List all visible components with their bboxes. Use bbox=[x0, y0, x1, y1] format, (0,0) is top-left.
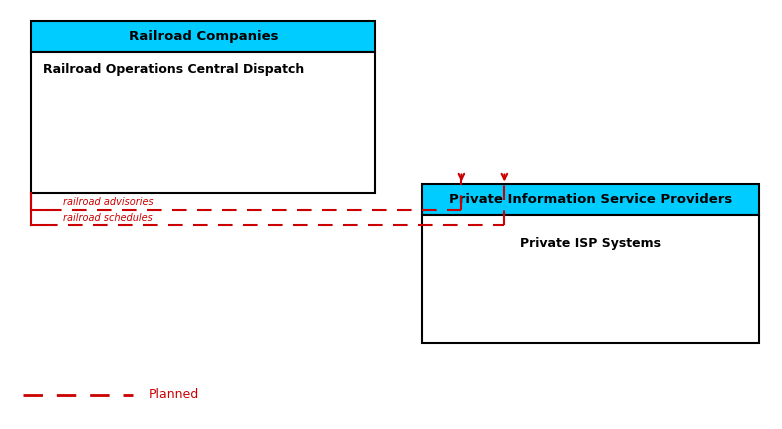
Text: Railroad Operations Central Dispatch: Railroad Operations Central Dispatch bbox=[43, 63, 304, 76]
FancyBboxPatch shape bbox=[31, 52, 375, 193]
Text: Railroad Companies: Railroad Companies bbox=[128, 30, 278, 43]
Text: railroad advisories: railroad advisories bbox=[63, 197, 153, 207]
FancyBboxPatch shape bbox=[422, 184, 759, 215]
FancyBboxPatch shape bbox=[31, 21, 375, 52]
FancyBboxPatch shape bbox=[422, 215, 759, 343]
Text: Planned: Planned bbox=[149, 388, 199, 401]
Text: railroad schedules: railroad schedules bbox=[63, 213, 152, 223]
Text: Private ISP Systems: Private ISP Systems bbox=[520, 237, 661, 250]
Text: Private Information Service Providers: Private Information Service Providers bbox=[449, 193, 732, 206]
